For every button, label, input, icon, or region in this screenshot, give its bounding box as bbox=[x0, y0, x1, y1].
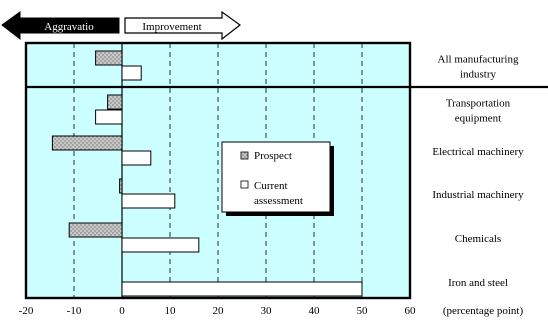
current-bar-5 bbox=[121, 281, 363, 297]
category-label-2-0: Electrical machinery bbox=[432, 146, 524, 158]
x-tick-label-8: 60 bbox=[405, 305, 417, 317]
prospect-bar-1 bbox=[107, 94, 123, 110]
x-tick-label-1: -10 bbox=[67, 305, 82, 317]
x-tick-label-7: 50 bbox=[357, 305, 369, 317]
x-tick-label-5: 30 bbox=[261, 305, 273, 317]
legend-label-current-line2: assessment bbox=[254, 195, 303, 207]
prospect-bar-2 bbox=[51, 135, 123, 151]
x-tick-label-0: -20 bbox=[19, 305, 34, 317]
current-bar-2 bbox=[121, 150, 152, 166]
category-label-0-1: industry bbox=[460, 69, 497, 81]
aggravation-label: Aggravatio bbox=[44, 21, 94, 33]
x-tick-label-6: 40 bbox=[309, 305, 321, 317]
current-bar-0 bbox=[121, 65, 142, 81]
plot-border bbox=[24, 41, 412, 300]
improvement-arrow bbox=[124, 10, 242, 41]
legend-label-prospect: Prospect bbox=[254, 150, 292, 162]
legend-label-current-line1: Current bbox=[254, 180, 288, 192]
x-tick-label-2: 0 bbox=[119, 305, 125, 317]
current-bar-1 bbox=[95, 109, 123, 125]
legend-box bbox=[221, 141, 331, 213]
improvement-label: Improvement bbox=[142, 21, 201, 33]
category-label-0-0: All manufacturing bbox=[438, 54, 519, 66]
aggravation-arrow bbox=[1, 11, 120, 41]
x-axis-label: (percentage point) bbox=[443, 305, 524, 317]
current-bar-3 bbox=[121, 193, 176, 209]
prospect-bar-0 bbox=[95, 50, 123, 66]
prospect-bar-4 bbox=[68, 222, 123, 238]
category-label-4-0: Chemicals bbox=[455, 233, 501, 245]
x-tick-label-3: 10 bbox=[165, 305, 177, 317]
legend-swatch-current bbox=[240, 180, 249, 189]
prospect-bar-3 bbox=[119, 178, 123, 194]
category-label-1-1: equipment bbox=[455, 113, 501, 125]
legend-swatch-prospect bbox=[240, 151, 249, 160]
current-bar-4 bbox=[121, 237, 200, 253]
category-label-1-0: Transportation bbox=[446, 98, 511, 110]
category-label-3-0: Industrial machinery bbox=[432, 189, 524, 201]
category-label-5-0: Iron and steel bbox=[448, 277, 508, 289]
x-tick-label-4: 20 bbox=[213, 305, 225, 317]
